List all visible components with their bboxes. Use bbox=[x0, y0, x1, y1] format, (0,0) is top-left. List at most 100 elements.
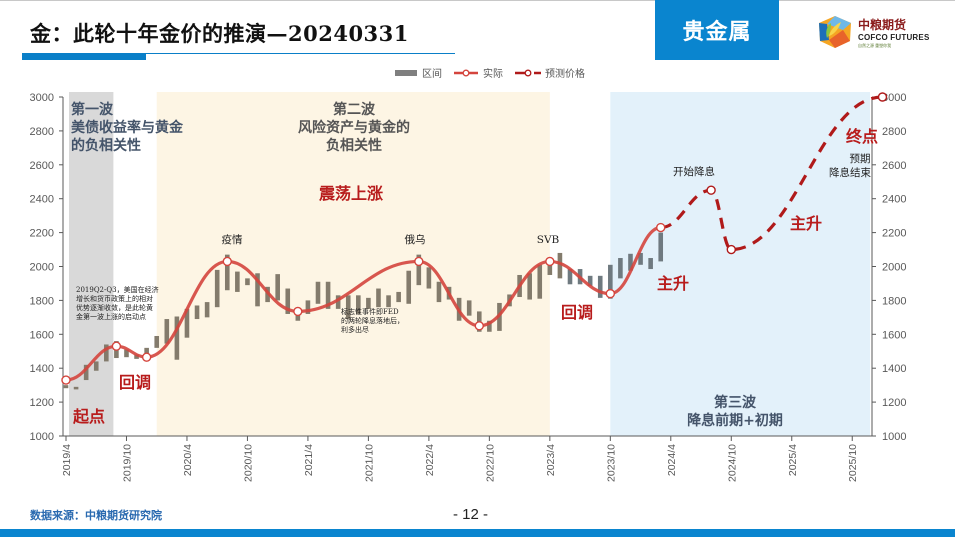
range-bar bbox=[134, 354, 139, 359]
event-russia-ukraine-label: 俄乌 bbox=[405, 233, 426, 246]
x-tick-label: 2023/10 bbox=[605, 444, 617, 482]
event-svb-label: SVB bbox=[537, 234, 560, 246]
page-number: - 12 - bbox=[453, 506, 489, 523]
wave1-line2: 的负相关性 bbox=[71, 137, 141, 154]
wave3-title: 第三波 bbox=[714, 394, 757, 411]
range-bar bbox=[366, 297, 371, 309]
x-tick-label: 2021/10 bbox=[363, 444, 375, 482]
range-bar bbox=[527, 273, 532, 300]
range-bar bbox=[396, 291, 401, 303]
key-point-markers bbox=[61, 92, 888, 385]
y-tick-label-right: 1200 bbox=[882, 397, 906, 409]
legend-range-label: 区间 bbox=[422, 67, 442, 80]
key-point-marker bbox=[111, 341, 122, 351]
range-bar bbox=[386, 295, 391, 308]
key-point-marker bbox=[414, 256, 424, 267]
y-tick-label-right: 2800 bbox=[882, 126, 906, 138]
range-bar bbox=[618, 258, 623, 279]
range-bar bbox=[416, 254, 422, 286]
y-tick-label-left: 2600 bbox=[30, 160, 54, 172]
rally-label-1: 主升 bbox=[657, 274, 689, 293]
end-label: 终点 bbox=[846, 127, 878, 146]
event-rate-cut-end-label-1: 预期 bbox=[850, 153, 871, 165]
range-bar bbox=[356, 295, 361, 314]
wave2-line2: 负相关性 bbox=[326, 137, 382, 154]
pullback-label-1: 回调 bbox=[119, 373, 151, 392]
x-tick-label: 2021/4 bbox=[303, 444, 315, 476]
legend-forecast-label: 预测价格 bbox=[545, 67, 585, 80]
range-bar bbox=[376, 288, 381, 308]
range-bar bbox=[164, 319, 170, 344]
event-rate-cut-end-label-2: 降息结束 bbox=[829, 166, 871, 179]
wave2-title: 第二波 bbox=[333, 101, 376, 118]
note-2019-line1: 2019Q2-Q3，美国在经济 bbox=[76, 285, 159, 294]
x-tick-label: 2022/4 bbox=[424, 444, 436, 476]
range-bar bbox=[335, 295, 341, 309]
y-tick-label-left: 2000 bbox=[30, 262, 54, 274]
legend-actual-label: 实际 bbox=[483, 67, 503, 80]
x-tick-label: 2024/10 bbox=[726, 444, 738, 482]
trend-label-oscillating-rise: 震荡上涨 bbox=[318, 184, 383, 203]
range-bar bbox=[154, 335, 160, 348]
y-tick-label-right: 1800 bbox=[882, 295, 906, 307]
range-bar bbox=[124, 349, 129, 358]
range-bar bbox=[104, 344, 109, 362]
range-bar bbox=[235, 271, 240, 292]
x-tick-label: 2025/4 bbox=[787, 444, 799, 476]
y-tick-label-left: 2200 bbox=[30, 228, 54, 240]
range-bar bbox=[426, 267, 432, 289]
range-bar bbox=[557, 252, 563, 279]
y-tick-label-right: 2400 bbox=[882, 194, 906, 206]
y-tick-label-right: 2000 bbox=[882, 262, 906, 274]
x-tick-label: 2019/10 bbox=[121, 444, 133, 482]
range-bar bbox=[83, 364, 89, 381]
range-bar bbox=[608, 264, 613, 299]
top-border bbox=[0, 0, 955, 1]
range-bar bbox=[587, 275, 593, 286]
x-tick-label: 2024/4 bbox=[666, 444, 678, 476]
range-bar bbox=[184, 308, 190, 338]
key-point-marker bbox=[605, 288, 616, 299]
y-tick-label-left: 1200 bbox=[30, 397, 54, 409]
wave3-line1: 降息前期+初期 bbox=[687, 412, 783, 429]
range-bar bbox=[224, 254, 230, 291]
range-bar bbox=[63, 385, 69, 389]
cofco-logo: 中粮期货 COFCO FUTURES 自然之源 重塑你我 bbox=[815, 14, 945, 50]
rally-label-2: 主升 bbox=[790, 214, 822, 233]
range-bar bbox=[537, 264, 543, 299]
range-bar bbox=[406, 270, 412, 304]
y-tick-label-left: 1800 bbox=[30, 295, 54, 307]
footer-bar bbox=[0, 529, 955, 537]
y-tick-label-right: 1000 bbox=[882, 431, 906, 443]
note-fed-line1: 标志性事件即FED bbox=[341, 307, 399, 316]
event-rate-cut-start-label: 开始降息 bbox=[673, 165, 715, 178]
title-underline bbox=[22, 53, 455, 54]
range-bar bbox=[597, 275, 603, 298]
range-bar bbox=[275, 274, 280, 301]
range-bar bbox=[255, 273, 260, 307]
range-bar bbox=[567, 269, 573, 285]
range-bar bbox=[315, 281, 321, 304]
range-bar bbox=[436, 281, 442, 303]
range-bar bbox=[214, 269, 220, 308]
range-bar bbox=[628, 253, 633, 271]
x-tick-label: 2022/10 bbox=[484, 444, 496, 482]
wave-band-2 bbox=[156, 92, 550, 436]
y-tick-label-left: 1000 bbox=[30, 431, 54, 443]
range-bar bbox=[305, 300, 311, 314]
range-bar bbox=[658, 232, 664, 262]
data-source-note: 数据来源：中粮期货研究院 bbox=[30, 509, 162, 522]
logo-name-en: COFCO FUTURES bbox=[858, 33, 930, 42]
range-bar bbox=[73, 386, 79, 390]
range-bar bbox=[345, 295, 351, 320]
cofco-cube-logo-icon bbox=[819, 16, 851, 48]
key-point-marker bbox=[656, 222, 666, 233]
x-tick-label: 2025/10 bbox=[847, 444, 859, 482]
legend-range-swatch bbox=[395, 70, 417, 76]
range-bar bbox=[638, 252, 643, 265]
x-tick-label: 2019/4 bbox=[61, 444, 73, 476]
note-2019-line2: 增长和货币政策上的相对 bbox=[76, 294, 153, 303]
range-bar bbox=[245, 278, 250, 286]
range-bar bbox=[325, 281, 331, 309]
